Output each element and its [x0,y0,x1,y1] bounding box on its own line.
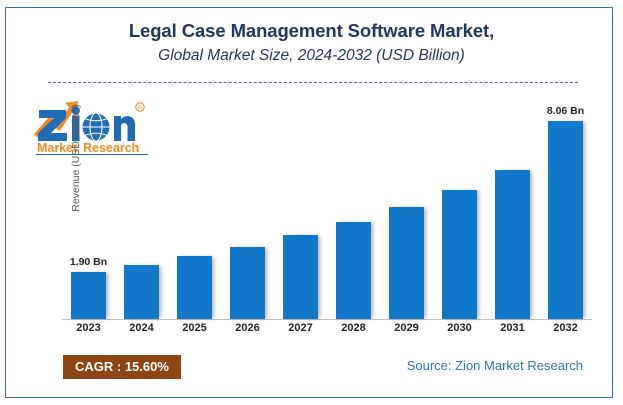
bar-slot [433,100,486,319]
chart-title: Legal Case Management Software Market, [128,20,495,41]
x-tick-2028: 2028 [341,322,366,334]
bar-2029[interactable] [389,207,424,319]
chart-header: Legal Case Management Software Market, G… [0,18,623,68]
zion-market-research-logo: R Market Research [26,96,158,156]
x-axis-tick-labels: 2023 2024 2025 2026 2027 2028 2029 2030 2031 2032 [62,322,592,334]
x-tick-2023: 2023 [76,322,101,334]
x-tick-2024: 2024 [129,322,154,334]
logo-letter-z [38,110,67,141]
logo-globe-icon [81,112,111,142]
bar-slot [486,100,539,319]
bar-2030[interactable] [442,190,477,319]
bar-slot [327,100,380,319]
bar-slot [274,100,327,319]
x-tick-2030: 2030 [447,322,472,334]
bar-slot [115,100,168,319]
registered-trademark-icon: R [135,102,145,112]
bar-slot [380,100,433,319]
bar-series: 1.90 Bn 8.06 Bn [62,100,592,319]
bar-2024[interactable] [124,265,159,319]
bar-slot [168,100,221,319]
bar-slot: 1.90 Bn [62,100,115,319]
cagr-badge: CAGR : 15.60% [63,355,181,379]
logo-tagline: Market Research [36,141,148,156]
header-divider [48,82,578,83]
logo-letter-n [114,116,135,141]
source-note: Source: Zion Market Research [406,358,583,373]
bar-2028[interactable] [336,222,371,319]
x-tick-2027: 2027 [288,322,313,334]
x-tick-2026: 2026 [235,322,260,334]
bar-slot [221,100,274,319]
x-tick-2029: 2029 [394,322,419,334]
svg-text:R: R [138,106,142,112]
bar-value-label: 8.06 Bn [546,105,585,117]
bar-2032[interactable] [548,121,583,319]
x-axis-line [62,319,592,320]
bar-value-label: 1.90 Bn [69,256,108,268]
logo-letter-i [71,106,80,141]
bar-2025[interactable] [177,256,212,319]
x-tick-2025: 2025 [182,322,207,334]
bar-slot: 8.06 Bn [539,100,592,319]
x-tick-2031: 2031 [500,322,525,334]
x-tick-2032: 2032 [553,322,578,334]
svg-text:Market: Market [37,141,78,155]
bar-2027[interactable] [283,235,318,319]
bar-2031[interactable] [495,170,530,319]
bar-2026[interactable] [230,247,265,319]
bar-2023[interactable] [71,272,106,319]
plot-area: 1.90 Bn 8.06 Bn [62,100,592,320]
svg-text:Research: Research [83,141,139,155]
chart-subtitle: Global Market Size, 2024-2032 (USD Billi… [158,47,465,64]
logo-svg: R Market Research [33,101,148,156]
